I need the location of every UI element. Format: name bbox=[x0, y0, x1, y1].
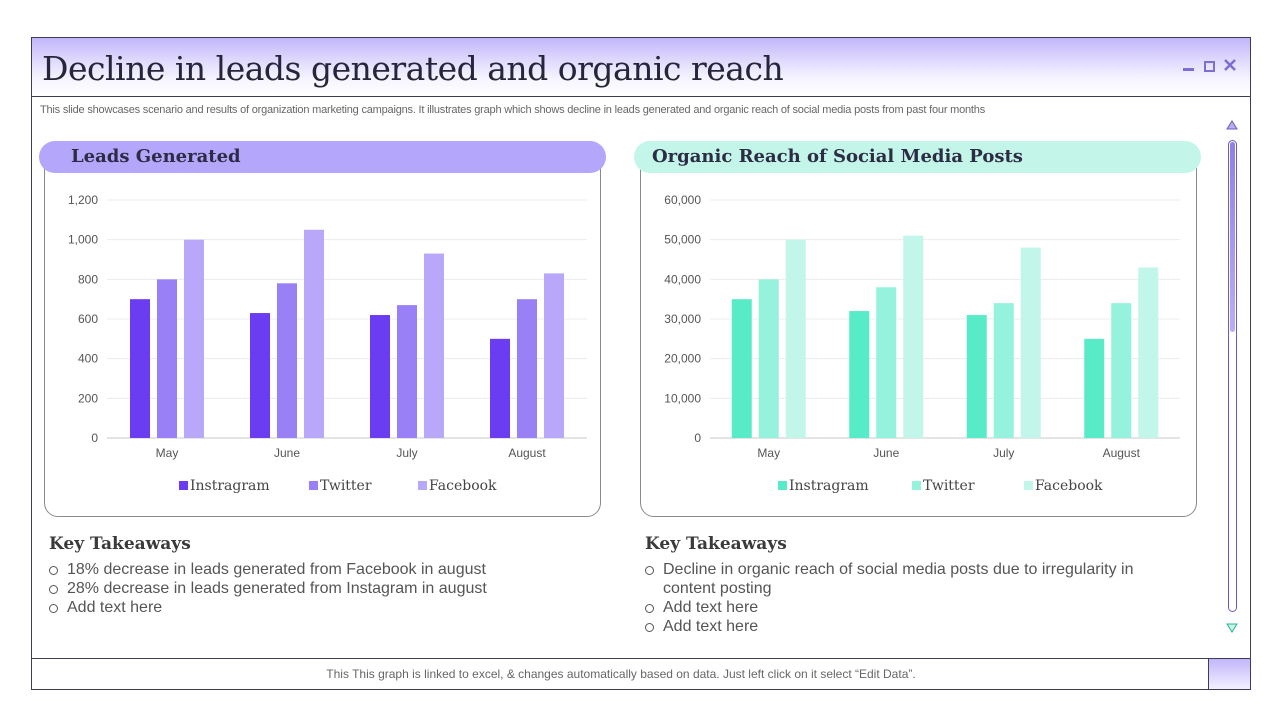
legend-swatch bbox=[179, 481, 188, 490]
takeaway-item: Add text here bbox=[645, 598, 1165, 617]
y-tick-label: 400 bbox=[78, 352, 98, 366]
bar-instragram-june[interactable] bbox=[849, 311, 870, 438]
page-title: Decline in leads generated and organic r… bbox=[42, 49, 784, 88]
y-tick-label: 10,000 bbox=[664, 391, 701, 405]
x-tick-label: May bbox=[757, 446, 780, 460]
bar-twitter-august[interactable] bbox=[1111, 303, 1132, 438]
bar-instragram-june[interactable] bbox=[250, 313, 270, 438]
takeaway-item: Add text here bbox=[49, 598, 589, 617]
takeaway-item: 18% decrease in leads generated from Fac… bbox=[49, 560, 589, 579]
key-takeaways-heading: Key Takeaways bbox=[645, 534, 787, 554]
y-tick-label: 800 bbox=[78, 272, 98, 286]
legend-swatch bbox=[1024, 481, 1033, 490]
bar-facebook-july[interactable] bbox=[1020, 247, 1041, 438]
legend-item-facebook[interactable]: Facebook bbox=[418, 478, 497, 494]
bar-twitter-june[interactable] bbox=[876, 287, 897, 438]
legend-label: Twitter bbox=[320, 478, 372, 494]
legend-item-instragram[interactable]: Instragram bbox=[778, 478, 869, 494]
bar-twitter-july[interactable] bbox=[993, 303, 1014, 438]
leads-chart-heading: Leads Generated bbox=[39, 141, 606, 173]
bar-twitter-may[interactable] bbox=[758, 279, 779, 438]
legend-item-instragram[interactable]: Instragram bbox=[179, 478, 270, 494]
x-tick-label: July bbox=[993, 446, 1014, 460]
y-tick-label: 20,000 bbox=[664, 352, 701, 366]
reach-chart-heading: Organic Reach of Social Media Posts bbox=[634, 141, 1201, 173]
legend-label: Twitter bbox=[923, 478, 975, 494]
bar-facebook-august[interactable] bbox=[544, 273, 564, 438]
bar-facebook-may[interactable] bbox=[184, 239, 204, 438]
x-tick-label: May bbox=[156, 446, 179, 460]
bar-instragram-july[interactable] bbox=[966, 315, 987, 438]
x-tick-label: August bbox=[1103, 446, 1141, 460]
y-tick-label: 200 bbox=[78, 391, 98, 405]
legend-swatch bbox=[778, 481, 787, 490]
bar-facebook-july[interactable] bbox=[424, 253, 444, 438]
bar-facebook-june[interactable] bbox=[903, 235, 924, 438]
scrollbar-thumb[interactable] bbox=[1230, 142, 1235, 332]
title-bar: Decline in leads generated and organic r… bbox=[32, 38, 1250, 97]
bar-instragram-august[interactable] bbox=[1084, 338, 1105, 438]
legend-label: Facebook bbox=[1035, 478, 1103, 494]
x-tick-label: August bbox=[508, 446, 546, 460]
legend-label: Instragram bbox=[190, 478, 270, 494]
bar-facebook-august[interactable] bbox=[1138, 267, 1159, 438]
bar-facebook-may[interactable] bbox=[785, 239, 806, 438]
legend-item-facebook[interactable]: Facebook bbox=[1024, 478, 1103, 494]
key-takeaways-heading: Key Takeaways bbox=[49, 534, 191, 554]
scrollbar[interactable] bbox=[1228, 140, 1237, 612]
scroll-up-icon[interactable] bbox=[1225, 118, 1239, 132]
maximize-icon[interactable] bbox=[1201, 58, 1217, 76]
takeaway-item: 28% decrease in leads generated from Ins… bbox=[49, 579, 589, 598]
footer-bar: This This graph is linked to excel, & ch… bbox=[31, 658, 1251, 690]
minimize-icon[interactable] bbox=[1180, 58, 1196, 76]
footer-corner-block bbox=[1208, 659, 1250, 689]
x-tick-label: July bbox=[396, 446, 417, 460]
y-tick-label: 50,000 bbox=[664, 233, 701, 247]
bar-instragram-may[interactable] bbox=[731, 299, 752, 438]
legend-swatch bbox=[912, 481, 921, 490]
takeaway-item: Add text here bbox=[645, 617, 1165, 636]
bar-facebook-june[interactable] bbox=[304, 229, 324, 438]
reach-bar-chart[interactable]: 0 10,000 20,000 30,000 40,000 50,000 60,000 May… bbox=[640, 185, 1197, 505]
legend-swatch bbox=[418, 481, 427, 490]
bar-twitter-august[interactable] bbox=[517, 299, 537, 438]
y-tick-label: 60,000 bbox=[664, 193, 701, 207]
bar-twitter-may[interactable] bbox=[157, 279, 177, 438]
y-tick-label: 0 bbox=[694, 431, 701, 445]
y-tick-label: 40,000 bbox=[664, 272, 701, 286]
y-tick-label: 0 bbox=[91, 431, 98, 445]
y-tick-label: 1,000 bbox=[68, 233, 98, 247]
legend-item-twitter[interactable]: Twitter bbox=[309, 478, 372, 494]
scroll-down-icon[interactable] bbox=[1225, 621, 1239, 635]
bar-twitter-june[interactable] bbox=[277, 283, 297, 438]
reach-key-takeaways: Key Takeaways Decline in organic reach o… bbox=[645, 534, 1165, 636]
footer-note: This This graph is linked to excel, & ch… bbox=[326, 667, 916, 681]
page-subtitle: This slide showcases scenario and result… bbox=[40, 104, 986, 116]
bar-twitter-july[interactable] bbox=[397, 305, 417, 438]
close-icon[interactable] bbox=[1222, 58, 1238, 76]
bar-instragram-july[interactable] bbox=[370, 315, 390, 438]
x-tick-label: June bbox=[873, 446, 899, 460]
x-tick-label: June bbox=[274, 446, 300, 460]
legend-label: Facebook bbox=[429, 478, 497, 494]
y-tick-label: 1,200 bbox=[68, 193, 98, 207]
leads-bar-chart[interactable]: 0 200 400 600 800 1,000 1,200 May June July August… bbox=[44, 185, 601, 505]
y-tick-label: 600 bbox=[78, 312, 98, 326]
takeaway-item: Decline in organic reach of social media… bbox=[645, 560, 1165, 598]
legend-item-twitter[interactable]: Twitter bbox=[912, 478, 975, 494]
leads-key-takeaways: Key Takeaways 18% decrease in leads gene… bbox=[49, 534, 589, 617]
legend-label: Instragram bbox=[789, 478, 869, 494]
bar-instragram-may[interactable] bbox=[130, 299, 150, 438]
legend-swatch bbox=[309, 481, 318, 490]
bar-instragram-august[interactable] bbox=[490, 338, 510, 438]
y-tick-label: 30,000 bbox=[664, 312, 701, 326]
